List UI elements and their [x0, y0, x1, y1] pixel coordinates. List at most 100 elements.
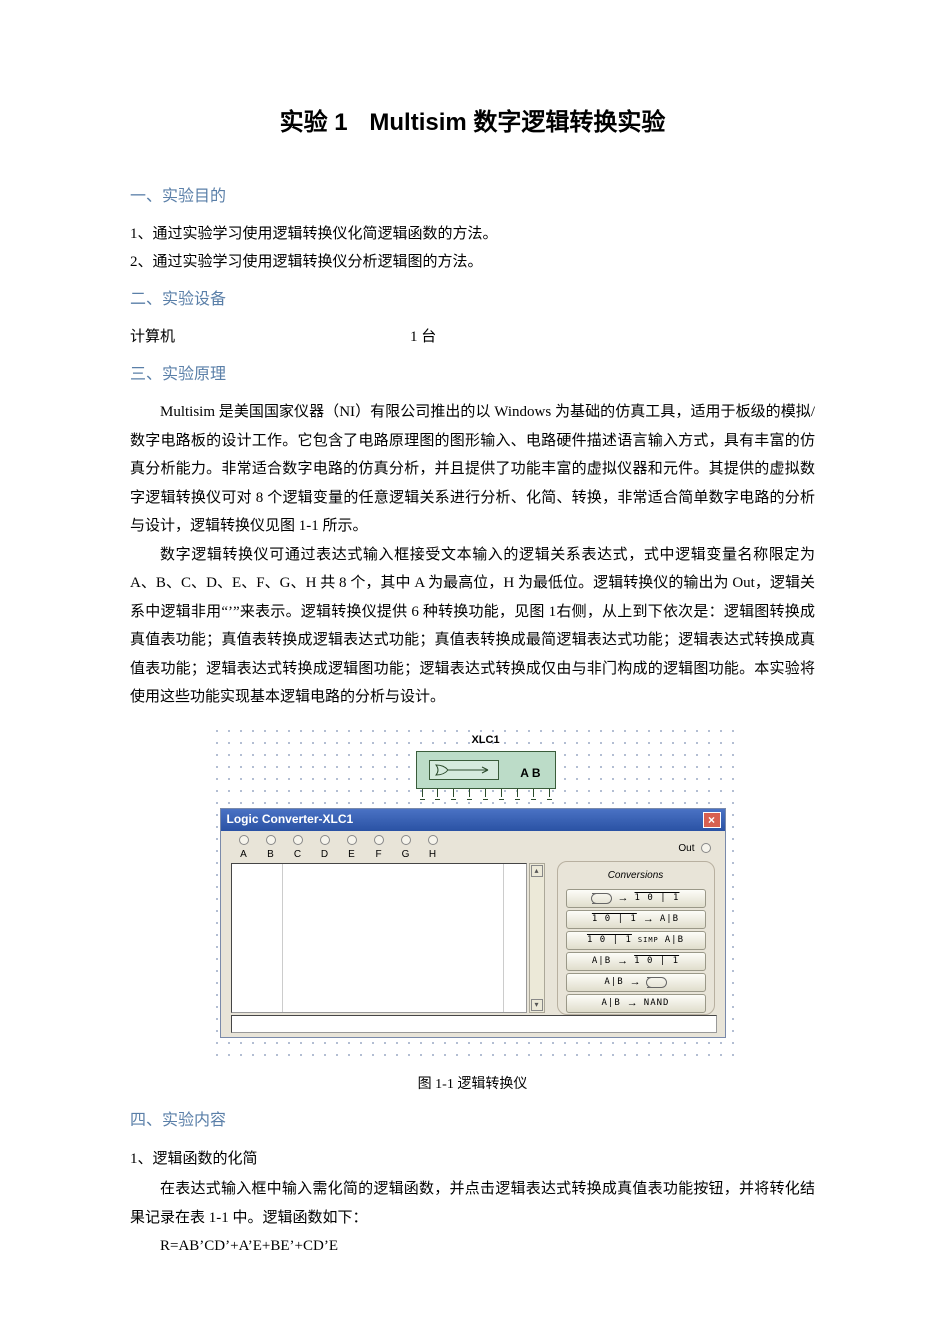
xlc-pins: [416, 789, 556, 797]
input-F[interactable]: F: [374, 835, 384, 864]
s4-sub1-p: 在表达式输入框中输入需化简的逻辑函数，并点击逻辑表达式转换成真值表功能按钮，并将…: [130, 1175, 815, 1232]
input-label: H: [429, 845, 436, 864]
scrollbar[interactable]: ▴ ▾: [529, 863, 545, 1013]
truth-table-area[interactable]: [231, 863, 527, 1013]
pin: [517, 789, 518, 797]
pin: [485, 789, 486, 797]
pin: [549, 789, 550, 797]
equipment-label: 计算机: [130, 323, 410, 352]
simp-label: SIMP: [638, 934, 659, 947]
section-1-heading: 一、实验目的: [130, 182, 815, 212]
out-label: Out: [678, 839, 694, 858]
arrow-icon: →: [618, 888, 629, 909]
conv-truthtable-simp-expr-button[interactable]: 1 0 | 1 SIMP A|B: [566, 931, 706, 950]
s3-para1: Multisim 是美国国家仪器（NI）有限公司推出的以 Windows 为基础…: [130, 398, 815, 541]
conv-circuit-to-truthtable-button[interactable]: → 1 0 | 1: [566, 889, 706, 908]
input-label: B: [267, 845, 274, 864]
input-G[interactable]: G: [401, 835, 411, 864]
pin: [437, 789, 438, 797]
logic-formula: R=AB’CD’+A’E+BE’+CD’E: [130, 1232, 815, 1261]
xlc-gate-icon: [429, 760, 499, 780]
section-3-heading: 三、实验原理: [130, 360, 815, 390]
scroll-down-button[interactable]: ▾: [531, 999, 543, 1011]
equipment-row: 计算机 1 台: [130, 323, 815, 352]
input-label: E: [348, 845, 355, 864]
expr-icon: A|B: [665, 932, 684, 949]
terminal-dot: [374, 835, 384, 845]
window-body: A B C D E F G H Out ▴: [221, 831, 725, 1037]
document-title: 实验 1 Multisim 数字逻辑转换实验: [130, 100, 815, 146]
terminal-dot: [239, 835, 249, 845]
figure-1-1: XLC1 A B: [208, 722, 738, 1099]
terminal-dot: [293, 835, 303, 845]
close-button[interactable]: ×: [703, 812, 721, 828]
input-C[interactable]: C: [293, 835, 303, 864]
arrow-icon: →: [643, 909, 654, 930]
arrow-icon: →: [630, 972, 641, 993]
terminal-dot: [701, 843, 711, 853]
s4-sub1-title: 1、逻辑函数的化简: [130, 1145, 815, 1174]
input-label: A: [240, 845, 247, 864]
xlc-icon[interactable]: A B: [416, 751, 556, 789]
logic-converter-window: Logic Converter-XLC1 × A B C D E F G H O…: [220, 808, 726, 1038]
gate-icon: [647, 977, 667, 988]
window-title: Logic Converter-XLC1: [227, 808, 354, 831]
pin: [501, 789, 502, 797]
conversions-title: Conversions: [566, 866, 706, 885]
arrow-icon: →: [617, 951, 628, 972]
figure-caption: 图 1-1 逻辑转换仪: [208, 1072, 738, 1099]
pin: [469, 789, 470, 797]
input-B[interactable]: B: [266, 835, 276, 864]
input-label: C: [294, 845, 301, 864]
truthtable-icon: 1 0 | 1: [587, 932, 632, 949]
window-titlebar[interactable]: Logic Converter-XLC1 ×: [221, 809, 725, 831]
s3-para2: 数字逻辑转换仪可通过表达式输入框接受文本输入的逻辑关系表达式，式中逻辑变量名称限…: [130, 541, 815, 712]
s1-p1: 1、通过实验学习使用逻辑转换仪化简逻辑函数的方法。: [130, 220, 815, 249]
terminal-dot: [266, 835, 276, 845]
input-label: D: [321, 845, 328, 864]
gate-icon: [592, 893, 612, 904]
terminal-dot: [320, 835, 330, 845]
section-2-heading: 二、实验设备: [130, 285, 815, 315]
pin: [422, 789, 423, 797]
terminal-dot: [401, 835, 411, 845]
arrow-icon: →: [627, 993, 638, 1014]
input-label: F: [375, 845, 381, 864]
input-label: G: [402, 845, 410, 864]
truthtable-icon: 1 0 | 1: [635, 890, 680, 907]
table-divider: [282, 864, 283, 1012]
pin: [533, 789, 534, 797]
conv-expr-to-truthtable-button[interactable]: A|B → 1 0 | 1: [566, 952, 706, 971]
expr-icon: A|B: [602, 995, 621, 1012]
expr-icon: A|B: [604, 974, 623, 991]
xlc-component[interactable]: XLC1 A B: [416, 730, 556, 797]
output-terminal[interactable]: Out: [678, 839, 710, 858]
title-main: 实验 1: [280, 109, 348, 136]
input-E[interactable]: E: [347, 835, 357, 864]
nand-label: NAND: [644, 995, 670, 1012]
pin: [453, 789, 454, 797]
expr-icon: A|B: [660, 911, 679, 928]
section-4-heading: 四、实验内容: [130, 1106, 815, 1136]
conv-expr-to-nand-button[interactable]: A|B → NAND: [566, 994, 706, 1013]
input-D[interactable]: D: [320, 835, 330, 864]
schematic-grid: XLC1 A B: [208, 722, 738, 1062]
xlc-ab-label: A B: [520, 762, 540, 785]
title-sub: Multisim 数字逻辑转换实验: [369, 109, 665, 136]
equipment-qty: 1 台: [410, 323, 436, 352]
xlc-refdes: XLC1: [416, 730, 556, 751]
truthtable-icon: 1 0 | 1: [592, 911, 637, 928]
table-divider: [503, 864, 504, 1012]
conversions-panel: Conversions → 1 0 | 1 1 0 | 1 → A|B 1 0 …: [557, 861, 715, 1015]
conv-truthtable-to-expr-button[interactable]: 1 0 | 1 → A|B: [566, 910, 706, 929]
s1-p2: 2、通过实验学习使用逻辑转换仪分析逻辑图的方法。: [130, 248, 815, 277]
expression-input[interactable]: [231, 1015, 717, 1033]
conv-expr-to-circuit-button[interactable]: A|B →: [566, 973, 706, 992]
scroll-up-button[interactable]: ▴: [531, 865, 543, 877]
truthtable-icon: 1 0 | 1: [634, 953, 679, 970]
input-H[interactable]: H: [428, 835, 438, 864]
input-A[interactable]: A: [239, 835, 249, 864]
input-terminals-row: A B C D E F G H: [239, 835, 438, 864]
terminal-dot: [428, 835, 438, 845]
expr-icon: A|B: [592, 953, 611, 970]
